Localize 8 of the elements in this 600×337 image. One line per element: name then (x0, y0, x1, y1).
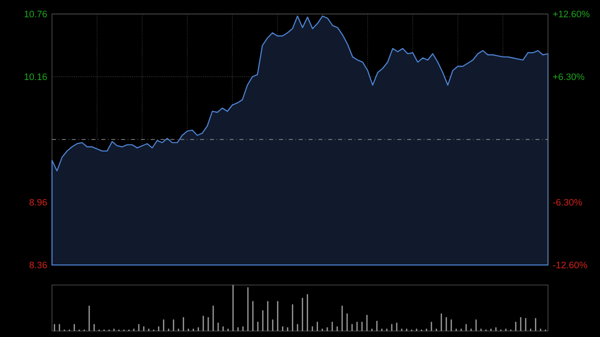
y2-tick-label: +6.30% (553, 73, 584, 80)
y-tick-label: 10.16 (24, 73, 47, 80)
y2-tick-label: -12.60% (553, 262, 588, 268)
y2-tick-label: -6.30% (553, 198, 582, 206)
y-tick-label: 10.76 (24, 10, 47, 18)
y-tick-label: 8.96 (30, 198, 47, 206)
y-tick-label: 8.36 (30, 262, 47, 268)
y2-tick-label: +12.60% (553, 10, 590, 18)
